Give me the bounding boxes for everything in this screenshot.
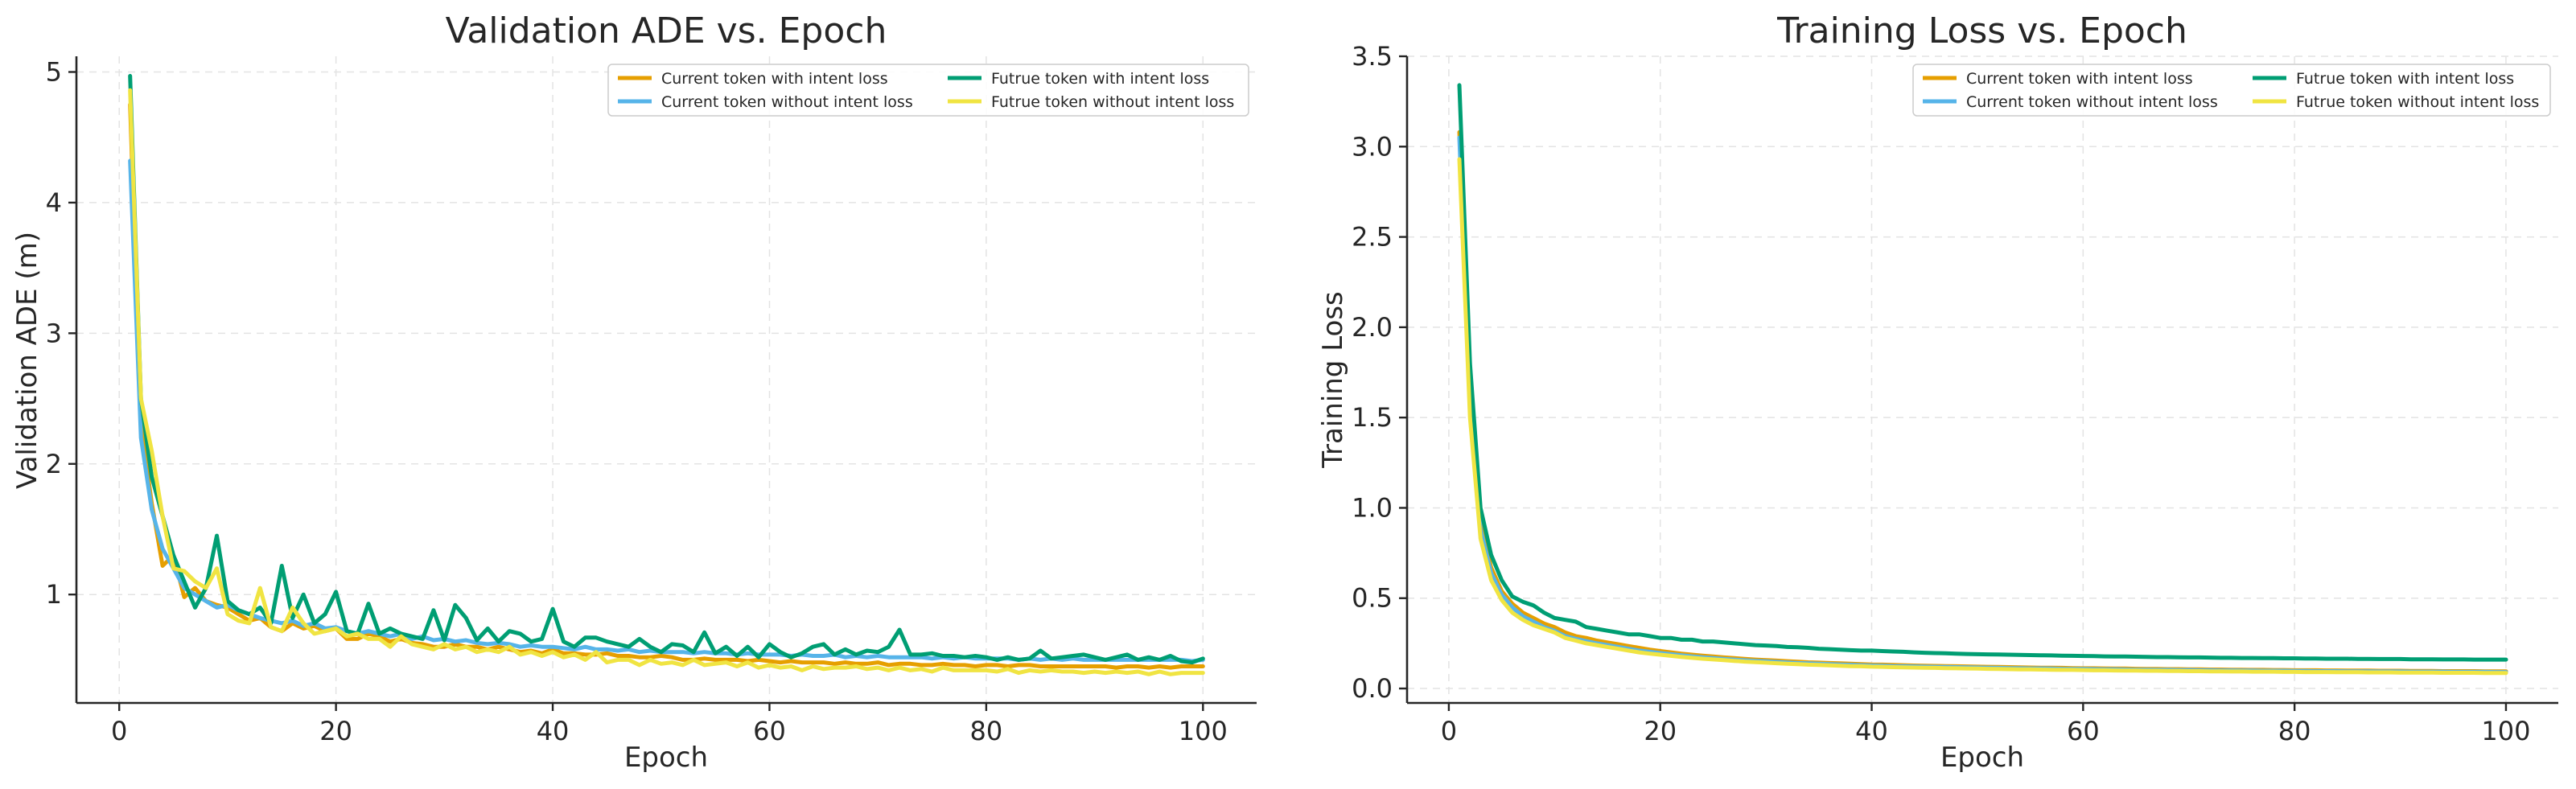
- series-line-3: [128, 73, 1205, 665]
- x-tick-label: 0: [1441, 716, 1457, 746]
- y-tick-label: 0.0: [1352, 673, 1393, 704]
- series-line-3: [1457, 83, 2508, 662]
- x-tick-label: 40: [1855, 716, 1888, 746]
- legend: Current token with intent loss Current to…: [607, 64, 1249, 117]
- series-line-4: [1457, 157, 2508, 676]
- legend-label: Current token with intent loss: [1966, 70, 2193, 88]
- y-axis-label: Training Loss: [1317, 291, 1349, 469]
- legend-label: Current token with intent loss: [661, 70, 888, 88]
- legend-label: Futrue token without intent loss: [2296, 93, 2539, 111]
- x-tick-label: 20: [319, 716, 352, 746]
- y-tick-label: 0.5: [1352, 583, 1393, 614]
- x-axis-label: Epoch: [624, 742, 708, 774]
- y-tick-label: 2.0: [1352, 312, 1393, 343]
- legend-label: Current token without intent loss: [661, 93, 913, 111]
- y-tick-label: 1: [46, 579, 62, 610]
- x-tick-label: 40: [537, 716, 570, 746]
- grid-lines: [1407, 55, 2558, 703]
- x-tick-label: 80: [970, 716, 1003, 746]
- axes: 0 20 40 60 80 100 0.0 0.5 1.0 1.5 2.0 2.5 3.0 3.5: [1352, 41, 2558, 746]
- x-axis-label: Epoch: [1940, 742, 2024, 774]
- y-tick-label: 1.0: [1352, 492, 1393, 523]
- y-tick-label: 3: [46, 318, 62, 348]
- training-loss-chart: 0 20 40 60 80 100 0.0 0.5 1.0 1.5 2.0 2.5 3.0 3.5 Tra…: [1317, 10, 2558, 774]
- series-line-4: [128, 88, 1205, 676]
- x-tick-label: 60: [2067, 716, 2100, 746]
- y-tick-label: 1.5: [1352, 402, 1393, 433]
- legend-label: Current token without intent loss: [1966, 93, 2218, 111]
- legend-box: [1912, 64, 2551, 117]
- chart-title: Training Loss vs. Epoch: [1776, 10, 2187, 51]
- axes: 0 20 40 60 80 100 1 2 3 4 5: [46, 56, 1257, 746]
- y-tick-label: 4: [46, 187, 62, 218]
- x-tick-label: 20: [1644, 716, 1677, 746]
- legend-label: Futrue token with intent loss: [991, 70, 1209, 88]
- legend-label: Futrue token with intent loss: [2296, 70, 2514, 88]
- validation-ade-chart: 0 20 40 60 80 100 1 2 3 4 5 Validation ADE vs. Epo…: [11, 10, 1257, 774]
- y-tick-label: 3.5: [1352, 41, 1393, 72]
- x-tick-label: 100: [1179, 716, 1228, 746]
- y-tick-label: 5: [46, 56, 62, 87]
- y-tick-label: 2: [46, 449, 62, 479]
- series-lines: [1457, 83, 2508, 676]
- x-tick-label: 80: [2278, 716, 2311, 746]
- chart-title: Validation ADE vs. Epoch: [446, 10, 887, 51]
- legend-label: Futrue token without intent loss: [991, 93, 1234, 111]
- legend: Current token with intent loss Current to…: [1912, 64, 2551, 117]
- series-lines: [128, 73, 1205, 676]
- x-tick-label: 60: [753, 716, 786, 746]
- y-tick-label: 3.0: [1352, 131, 1393, 162]
- x-tick-label: 0: [111, 716, 127, 746]
- legend-box: [607, 64, 1249, 117]
- y-axis-label: Validation ADE (m): [11, 232, 43, 489]
- x-tick-label: 100: [2481, 716, 2530, 746]
- y-tick-label: 2.5: [1352, 222, 1393, 253]
